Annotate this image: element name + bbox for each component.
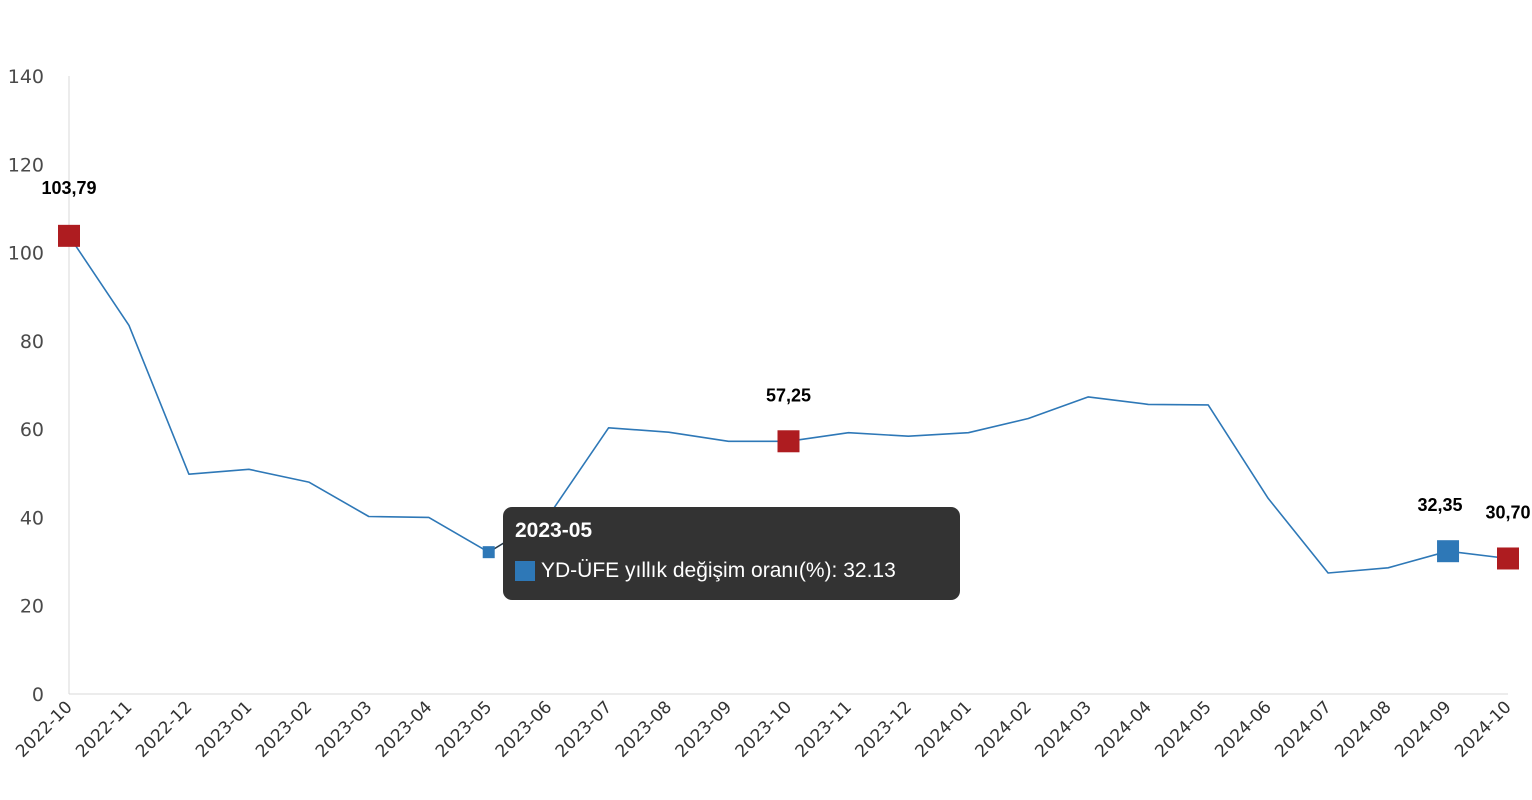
x-tick-label: 2024-01 — [912, 697, 976, 761]
x-tick-label: 2024-10 — [1451, 697, 1515, 761]
tooltip-row: YD-ÜFE yıllık değişim oranı(%): 32.13 — [515, 559, 960, 583]
tooltip: 2023-05 YD-ÜFE yıllık değişim oranı(%): … — [503, 507, 960, 600]
y-tick-label: 80 — [20, 331, 44, 353]
y-tick-label: 60 — [20, 419, 44, 441]
x-tick-label: 2023-10 — [732, 697, 796, 761]
x-tick-label: 2024-07 — [1271, 697, 1335, 761]
highlight-marker[interactable] — [777, 430, 800, 453]
x-tick-label: 2024-04 — [1091, 697, 1155, 761]
tooltip-title: 2023-05 — [515, 519, 593, 542]
data-label: 103,79 — [41, 178, 96, 198]
x-tick-label: 2023-09 — [672, 697, 736, 761]
x-tick-label: 2022-11 — [72, 697, 136, 761]
x-tick-label: 2023-06 — [492, 697, 556, 761]
x-tick-label: 2023-07 — [552, 697, 616, 761]
x-tick-label: 2023-08 — [612, 697, 676, 761]
x-tick-label: 2023-05 — [432, 697, 496, 761]
x-axis: 2022-102022-112022-122023-012023-022023-… — [12, 693, 1516, 762]
tooltip-text: YD-ÜFE yıllık değişim oranı(%): 32.13 — [541, 559, 896, 582]
x-tick-label: 2024-08 — [1331, 697, 1395, 761]
x-tick-label: 2024-02 — [972, 697, 1036, 761]
highlight-marker[interactable] — [1497, 547, 1519, 570]
x-tick-label: 2023-02 — [252, 697, 316, 761]
data-label: 32,35 — [1418, 495, 1463, 515]
y-tick-label: 140 — [8, 66, 44, 88]
markers-group — [58, 224, 1519, 570]
y-tick-label: 120 — [8, 154, 44, 176]
data-label: 57,25 — [766, 385, 811, 405]
x-tick-label: 2023-12 — [852, 697, 916, 761]
data-labels-group: 103,79 57,25 32,35 30,70 — [41, 178, 1530, 523]
x-tick-label: 2023-01 — [192, 697, 256, 761]
x-tick-label: 2024-03 — [1031, 697, 1095, 761]
x-tick-label: 2024-06 — [1211, 697, 1275, 761]
hovered-point-marker[interactable] — [482, 546, 495, 559]
x-tick-label: 2022-10 — [12, 697, 76, 761]
x-tick-label: 2024-05 — [1151, 697, 1215, 761]
x-tick-label: 2022-12 — [132, 697, 196, 761]
data-label: 30,70 — [1485, 502, 1530, 522]
x-tick-label: 2023-03 — [312, 697, 376, 761]
y-tick-label: 40 — [20, 507, 44, 529]
y-tick-label: 0 — [32, 684, 44, 706]
highlight-marker[interactable] — [1437, 540, 1460, 563]
tooltip-series-swatch — [515, 561, 535, 581]
x-tick-label: 2024-09 — [1391, 697, 1455, 761]
y-axis: 0 20 40 60 80 100 120 140 — [8, 66, 70, 706]
highlight-marker[interactable] — [58, 224, 80, 247]
y-tick-label: 100 — [8, 243, 44, 265]
x-tick-label: 2023-04 — [372, 697, 436, 761]
y-tick-label: 20 — [20, 596, 44, 618]
x-tick-label: 2023-11 — [792, 697, 856, 761]
